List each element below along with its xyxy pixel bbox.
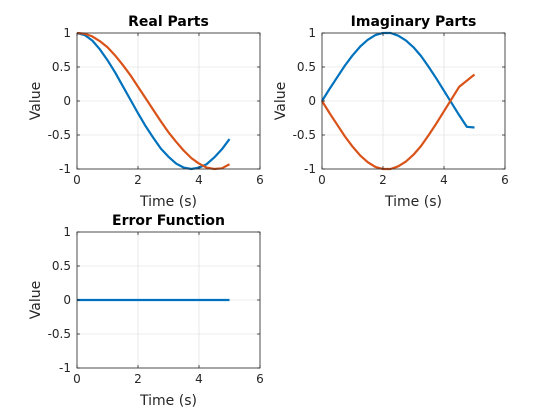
x-axis-label: Time (s) — [384, 194, 442, 210]
axes-error-function: 0 2 4 6 -1 -0.5 0 0.5 1 Error Function Time (s) Val… — [28, 213, 264, 409]
x-tick-label: 4 — [195, 372, 203, 386]
chart-title: Error Function — [112, 213, 225, 229]
y-tick-label: 0.5 — [297, 60, 316, 74]
x-tick-label: 0 — [73, 372, 81, 386]
x-tick-label: 4 — [440, 173, 448, 187]
chart-title: Imaginary Parts — [351, 14, 477, 30]
x-tick-label: 6 — [256, 372, 264, 386]
x-tick-label: 0 — [73, 173, 81, 187]
y-tick-label: -0.5 — [48, 327, 71, 341]
x-tick-label: 0 — [318, 173, 326, 187]
y-axis-label: Value — [273, 82, 289, 120]
y-tick-label: 0.5 — [52, 259, 71, 273]
series-line-2 — [76, 31, 231, 171]
x-axis-label: Time (s) — [139, 194, 197, 210]
y-tick-label: 0 — [63, 293, 71, 307]
y-tick-label: 1 — [63, 225, 71, 239]
y-tick-label: 0.5 — [52, 60, 71, 74]
axes-imaginary-parts: 0 2 4 6 -1 -0.5 0 0.5 1 Imaginary Parts Time (s) Va… — [273, 14, 509, 210]
y-tick-label: -0.5 — [293, 128, 316, 142]
x-tick-label: 6 — [256, 173, 264, 187]
y-tick-label: -1 — [59, 361, 71, 375]
chart-title: Real Parts — [128, 14, 209, 30]
y-axis-label: Value — [28, 82, 44, 120]
series-line-1 — [321, 31, 475, 129]
y-tick-label: 0 — [63, 94, 71, 108]
y-tick-label: 1 — [308, 26, 316, 40]
x-tick-label: 2 — [379, 173, 387, 187]
y-axis-label: Value — [28, 281, 44, 319]
x-tick-label: 6 — [501, 173, 509, 187]
x-tick-label: 2 — [134, 173, 142, 187]
x-axis-label: Time (s) — [139, 393, 197, 409]
y-tick-label: 0 — [308, 94, 316, 108]
axes-real-parts: 0 2 4 6 -1 -0.5 0 0.5 1 Real Parts Time (s) Value — [28, 14, 264, 210]
y-tick-label: -1 — [304, 162, 316, 176]
x-tick-label: 4 — [195, 173, 203, 187]
y-tick-label: -0.5 — [48, 128, 71, 142]
y-tick-label: 1 — [63, 26, 71, 40]
x-tick-label: 2 — [134, 372, 142, 386]
y-tick-label: -1 — [59, 162, 71, 176]
series-line-2 — [321, 73, 476, 171]
